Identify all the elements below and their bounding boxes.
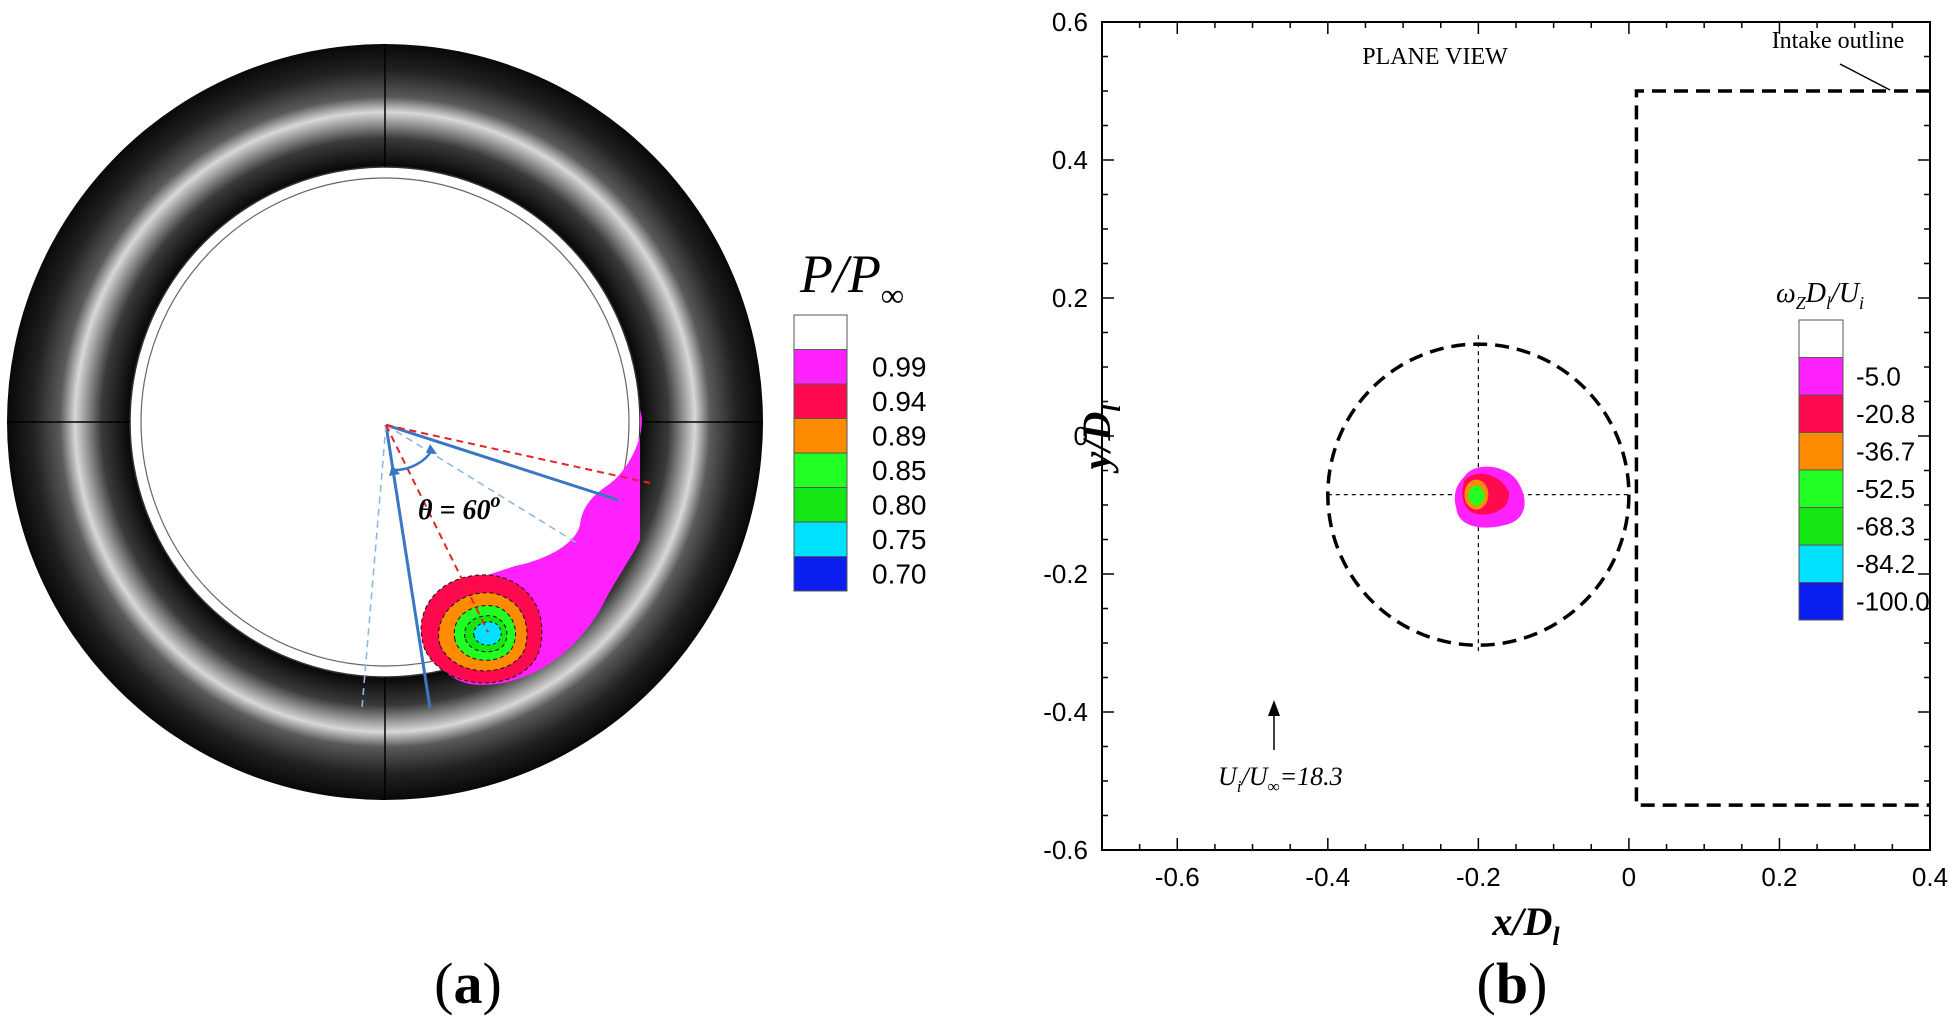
intake-outline-label: Intake outline <box>1772 28 1905 54</box>
x-tick-labels: -0.6 -0.4 -0.2 0 0.2 0.4 <box>1155 862 1948 892</box>
x-tick-label: -0.4 <box>1305 862 1350 892</box>
legend-b-swatch <box>1798 582 1844 621</box>
legend-a-swatch <box>793 418 848 454</box>
x-tick-label: -0.6 <box>1155 862 1200 892</box>
x-tick-label: 0.2 <box>1761 862 1797 892</box>
legend-b-label: -100.0 <box>1856 586 1930 616</box>
legend-b-swatch <box>1798 432 1844 471</box>
legend-b-label: -84.2 <box>1856 549 1915 579</box>
legend-b-label: -68.3 <box>1856 511 1915 541</box>
theta-label: θ = 60o <box>418 490 501 526</box>
legend-a: P/P∞ 0.990.94 0.890.85 0.800.75 0.70 <box>793 244 927 592</box>
legend-a-swatch <box>793 349 848 385</box>
legend-b-label: -20.8 <box>1856 399 1915 429</box>
y-tick-label: 0.6 <box>1052 7 1088 37</box>
x-tick-label: -0.2 <box>1456 862 1501 892</box>
legend-b-swatches: -5.0 -20.8 -36.7 -52.5 -68.3 -84.2 -100.0 <box>1798 319 1930 621</box>
legend-a-label: 0.85 <box>872 455 927 486</box>
panel-b-caption: (b) <box>1477 951 1548 1016</box>
red-reference-line-right <box>385 424 651 484</box>
legend-b-swatch <box>1798 544 1844 583</box>
y-tick-labels: -0.6 -0.4 -0.2 0 0.2 0.4 0.6 <box>1043 7 1088 865</box>
legend-b-label: -5.0 <box>1856 361 1901 391</box>
vorticity-spiral <box>1479 483 1504 506</box>
velocity-label: Ui/U∞=18.3 <box>1218 762 1343 796</box>
y-tick-label: 0 <box>1074 421 1088 451</box>
legend-b: ωZDl/Ui -5.0 -20.8 -36.7 -52.5 -68.3 -84.2 -10… <box>1776 278 1930 621</box>
panel-a: θ = 60o P/P∞ 0.990.94 0.890.85 0.800.75 0.7… <box>7 44 927 1016</box>
legend-b-label: -52.5 <box>1856 474 1915 504</box>
legend-a-swatch <box>793 521 848 557</box>
vorticity-contours <box>1454 466 1525 528</box>
angle-lines <box>361 423 651 709</box>
y-tick-label: 0.2 <box>1052 283 1088 313</box>
pressure-contours <box>420 410 642 685</box>
plot-content <box>1326 89 1930 807</box>
y-tick-label: 0.4 <box>1052 145 1088 175</box>
legend-a-label: 0.99 <box>872 352 927 383</box>
panel-a-caption: (a) <box>434 951 502 1016</box>
x-axis-label: x/Dl <box>1491 899 1560 951</box>
legend-b-swatch <box>1798 319 1844 358</box>
intake-label-leader <box>1839 63 1891 91</box>
plane-view-label: PLANE VIEW <box>1362 44 1508 70</box>
legend-a-label: 0.75 <box>872 524 927 555</box>
legend-b-title: ωZDl/Ui <box>1776 278 1864 313</box>
legend-b-swatch <box>1798 507 1844 546</box>
pipe-inner-edge <box>140 177 630 667</box>
legend-a-swatches: 0.990.94 0.890.85 0.800.75 0.70 <box>793 314 927 592</box>
legend-b-swatch <box>1798 394 1844 433</box>
x-tick-label: 0.4 <box>1912 862 1948 892</box>
sector-line-right <box>385 423 619 502</box>
legend-a-swatch <box>793 314 848 350</box>
y-tick-label: -0.2 <box>1043 559 1088 589</box>
panel-b: -0.6 -0.4 -0.2 0 0.2 0.4 -0.6 -0.4 -0.2 0 0.2 0.4 0… <box>1043 7 1948 1016</box>
velocity-arrow-head <box>1268 700 1280 716</box>
legend-b-swatch <box>1798 357 1844 396</box>
legend-a-label: 0.80 <box>872 490 927 521</box>
legend-b-swatch <box>1798 469 1844 508</box>
x-tick-label: 0 <box>1622 862 1636 892</box>
y-tick-label: -0.6 <box>1043 835 1088 865</box>
angle-arrow-tail <box>389 465 400 476</box>
legend-a-swatch <box>793 452 848 488</box>
axis-ticks <box>1101 21 1931 851</box>
legend-a-label: 0.70 <box>872 559 927 590</box>
legend-a-label: 0.94 <box>872 386 927 417</box>
legend-a-title: P/P∞ <box>799 244 904 313</box>
y-tick-label: -0.4 <box>1043 697 1088 727</box>
vorticity-contour-core <box>1468 485 1485 506</box>
red-reference-line-down <box>385 424 489 633</box>
legend-b-label: -36.7 <box>1856 436 1915 466</box>
legend-a-swatch <box>793 383 848 419</box>
contour-0.75 <box>473 621 502 646</box>
legend-a-swatch <box>793 556 848 592</box>
legend-a-label: 0.89 <box>872 421 927 452</box>
legend-a-swatch <box>793 487 848 523</box>
y-axis-label: y/Dl <box>1074 404 1126 474</box>
angle-arrow-head <box>426 444 437 454</box>
intake-outline <box>1634 89 1930 807</box>
reference-line-right <box>385 424 581 546</box>
velocity-indicator: Ui/U∞=18.3 <box>1218 700 1343 796</box>
